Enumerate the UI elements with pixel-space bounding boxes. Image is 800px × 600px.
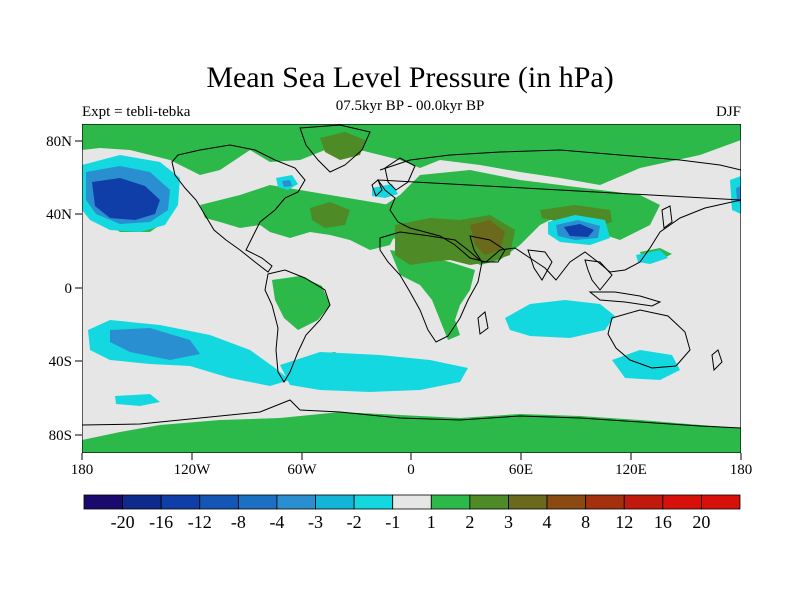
arabia-strong-positive [470,220,505,255]
colorbar-box [469,494,509,510]
colorbar-label: -8 [231,512,246,532]
eurasia-coast [377,149,741,281]
colorbar-box [160,494,201,510]
colorbar-box [122,494,162,510]
colorbar-box [508,494,548,510]
southern-ocean-small-negative [115,394,160,406]
right-string: DJF [716,104,741,120]
colorbar-box [546,494,587,510]
india-coast [527,249,553,281]
arabia-coast [469,235,506,263]
mediterranean-mid-positive [310,202,350,228]
colorbar-box [199,494,239,510]
lon-tick-label: 180 [71,462,94,478]
colorbar-label: 12 [615,512,633,532]
lon-tick-label: 0 [407,462,415,478]
colorbar-label: -12 [188,512,212,532]
colorbar-label: 1 [427,512,436,532]
hudson-negative-core [282,180,292,187]
north-pacific-negative-core [92,178,160,220]
center-string: 07.5kyr BP - 00.0kyr BP [336,98,485,114]
colorbar: -20 -16 -12 -8 -4 -3 -2 -1 1 2 3 4 8 12 16 20 [83,494,741,532]
latitude-axis: 80N 40N 0 40S 80S [46,134,82,444]
lat-tick-label: 40N [46,207,72,223]
south-pacific-negative-mid [110,328,200,360]
south-america-positive [272,276,330,330]
colorbar-box [392,494,432,510]
colorbar-box [701,494,741,510]
map-title: Mean Sea Level Pressure (in hPa) [206,61,613,94]
colorbar-box [83,494,123,510]
atlantic-positive [200,185,400,250]
south-atlantic-negative [280,352,468,392]
scandinavia-negative [372,184,398,198]
arctic-positive-band [82,124,741,185]
tibet-negative-core [564,224,594,237]
indonesia-coast [588,291,662,307]
japan-coast [661,205,673,229]
colorbar-label: 20 [692,512,710,532]
colorbar-label: -20 [111,512,135,532]
colorbar-box [276,494,316,510]
colorbar-label: -3 [308,512,323,532]
uk-coast [371,179,383,197]
colorbar-box [430,494,471,510]
greenland-coast [299,124,371,173]
colorbar-label: -2 [347,512,362,532]
australia-coast [607,309,691,369]
indian-ocean-negative [505,300,615,338]
colorbar-label: 3 [504,512,513,532]
lon-tick-label: 180 [730,462,753,478]
colorbar-box [237,494,278,510]
southeast-asia-coast [584,259,613,291]
colorbar-label: 16 [654,512,672,532]
lat-tick-label: 80S [49,428,72,444]
lon-tick-label: 60W [287,462,317,478]
lat-tick-label: 40S [49,354,72,370]
coastlines [82,124,741,429]
east-edge-negative [730,176,741,214]
colorbar-label: 4 [543,512,552,532]
colorbar-box [585,494,625,510]
australia-south-negative [612,350,680,380]
map-panel [82,124,741,453]
colorbar-box [662,494,702,510]
map-background [82,124,741,453]
antarctica-coast [82,399,741,429]
new-zealand-coast [711,349,723,372]
greenland-mid-positive [320,132,365,160]
lat-tick-label: 0 [65,281,73,297]
africa-positive [390,250,475,340]
colorbar-label: 8 [581,512,590,532]
colorbar-label: 2 [465,512,474,532]
longitude-axis: 180 120W 60W 0 60E 120E 180 [71,453,753,478]
antarctic-positive-band [82,412,741,453]
colorbar-box [315,494,355,510]
negative-anomaly-regions [82,155,741,406]
south-america-coast [264,269,331,383]
lon-tick-label: 120E [615,462,647,478]
west-pacific-negative [636,250,668,264]
north-america-coast [171,144,306,273]
madagascar-coast [477,311,489,335]
lon-tick-label: 60E [509,462,533,478]
colorbar-box [353,494,394,510]
colorbar-box [623,494,664,510]
colorbar-label: -16 [149,512,173,532]
left-string: Expt = tebli-tebka [82,104,191,120]
africa-coast [379,231,483,343]
colorbar-label: -1 [385,512,400,532]
lat-tick-label: 80N [46,134,72,150]
scandinavia-coast [384,157,416,191]
lon-tick-label: 120W [174,462,212,478]
colorbar-label: -4 [269,512,284,532]
